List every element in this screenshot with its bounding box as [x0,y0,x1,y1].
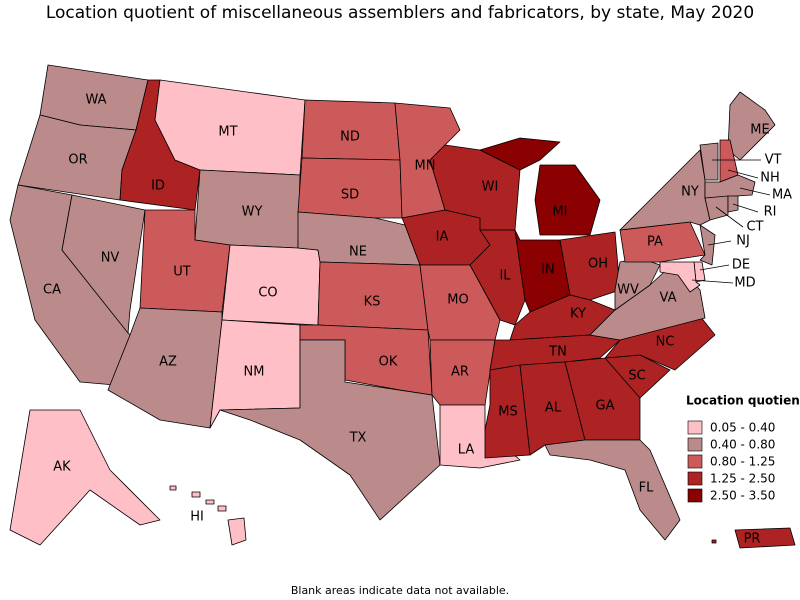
state-label: GA [596,399,615,414]
state-label: IA [436,230,449,245]
state-label: LA [458,443,475,458]
state-label: SD [341,188,359,203]
state-shape [704,195,729,221]
state-label: TN [548,345,567,360]
state-label: VA [660,291,677,306]
state-label: IL [499,269,511,284]
state-shape [61,194,146,334]
state-label: MN [415,159,436,174]
state-label: MS [498,405,517,420]
state-label: AR [451,365,469,380]
state-label: ND [340,130,360,145]
legend-label: 2.50 - 3.50 [710,489,775,503]
state-shape [479,137,561,171]
state-label: WI [482,180,499,195]
state-shape [219,339,441,521]
state-label: PA [647,235,663,250]
legend-label: 0.05 - 0.40 [710,421,775,435]
leader-line [699,264,730,271]
state-label: NJ [736,234,750,249]
state-label: VT [765,153,782,168]
state-label: UT [173,265,191,280]
legend: 0.05 - 0.40 0.40 - 0.80 0.80 - 1.25 1.25 - … [687,420,775,503]
state-label: WY [242,205,263,220]
state-label: KY [570,307,586,322]
state-shape [699,224,716,266]
state-label: NH [760,171,780,186]
leader-line [727,169,759,179]
state-label: MI [552,205,567,220]
state-label: MA [772,188,792,203]
state-label: WV [617,283,639,298]
state-shape [227,517,247,546]
state-label: PR [744,532,761,547]
leader-line [707,240,732,246]
legend-label: 0.40 - 0.80 [710,438,775,452]
state-label: NC [656,335,675,350]
state-label: AZ [159,355,177,370]
state-shape [699,142,719,181]
state-label: NM [244,365,265,380]
state-shape [205,499,215,505]
state-label: NV [101,251,120,266]
state-label: AK [53,460,71,475]
state-shape [711,539,717,544]
state-shape [107,307,223,429]
state-label: MO [447,293,468,308]
legend-swatch [687,420,703,435]
legend-label: 0.80 - 1.25 [710,455,775,469]
state-shape [534,164,601,236]
state-label: ID [151,179,165,194]
leader-line [739,187,771,196]
state-shape [9,409,161,546]
state-label: HI [190,510,204,525]
note: Blank areas indicate data not available. [291,584,509,597]
state-label: AL [545,401,562,416]
state-shape [217,505,227,512]
state-shape [544,439,681,541]
state-shape [297,157,403,219]
state-label: FL [639,481,654,496]
state-label: ME [750,123,769,138]
state-label: CT [746,220,763,235]
state-shape [589,261,706,341]
states [9,64,796,549]
state-label: CA [43,283,61,298]
state-label: IN [541,263,555,278]
legend-swatch [687,488,703,503]
state-label: MT [218,125,237,140]
state-label: TX [349,431,367,446]
state-labels: WA OR CA NV ID MT WY UT AZ CO NM ND SD NE KS OK TX MN IA MO… [43,93,792,547]
state-label: NY [681,185,699,200]
state-shape [191,491,201,498]
state-label: OK [379,355,398,370]
state-shape [169,485,177,491]
state-label: RI [764,205,777,220]
legend-title: Location quotient [686,394,800,408]
state-label: CO [258,286,277,301]
state-label: SC [628,369,645,384]
leader-line [715,206,744,228]
state-label: DE [732,258,750,273]
legend-swatch [687,471,703,486]
leader-line [732,203,759,213]
legend-swatch [687,454,703,469]
state-label: WA [85,93,106,108]
state-label: OH [588,257,608,272]
state-shape [734,527,796,549]
map-title: Location quotient of miscellaneous assem… [46,3,754,23]
state-shape [559,231,621,301]
state-label: MD [734,276,755,291]
leader-line [691,279,734,284]
state-label: KS [364,295,381,310]
state-label: OR [68,153,87,168]
state-shape [659,261,701,293]
legend-label: 1.25 - 2.50 [710,472,775,486]
legend-swatch [687,437,703,452]
state-shape [564,357,641,441]
state-label: NE [349,245,367,260]
